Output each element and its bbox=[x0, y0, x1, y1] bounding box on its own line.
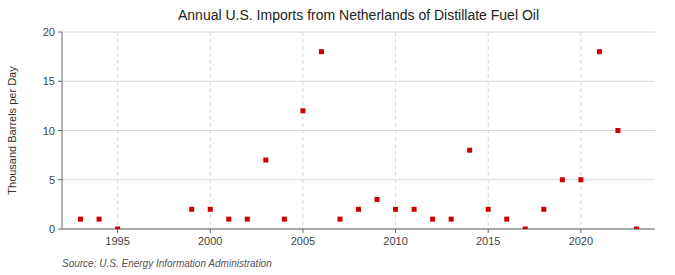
x-tick-label: 2010 bbox=[383, 235, 407, 247]
chart-svg: 1995 2000 2005 2010 2015 2020 0 5 10 15 20 Annual U… bbox=[0, 0, 675, 275]
point bbox=[634, 227, 639, 230]
point bbox=[115, 227, 120, 230]
x-tick bbox=[210, 229, 211, 233]
point bbox=[541, 207, 546, 212]
y-tick bbox=[58, 179, 62, 180]
y-tick bbox=[58, 130, 62, 131]
y-tick bbox=[58, 81, 62, 82]
x-grid-line bbox=[210, 32, 211, 229]
y-grid-line bbox=[62, 229, 655, 230]
y-grid-line bbox=[62, 81, 655, 82]
point bbox=[412, 207, 417, 212]
y-grid-line bbox=[62, 179, 655, 180]
x-tick-label: 2000 bbox=[198, 235, 222, 247]
y-tick-label: 15 bbox=[43, 75, 55, 87]
y-grid-line bbox=[62, 32, 655, 33]
y-tick-label: 5 bbox=[49, 174, 55, 186]
point bbox=[467, 148, 472, 153]
x-tick-label: 2005 bbox=[291, 235, 315, 247]
x-grid-line bbox=[488, 32, 489, 229]
x-grid-line bbox=[302, 32, 303, 229]
x-axis-line bbox=[62, 229, 655, 230]
chart-container: 1995 2000 2005 2010 2015 2020 0 5 10 15 20 Annual U… bbox=[0, 0, 675, 275]
x-tick bbox=[395, 229, 396, 233]
title: Annual U.S. Imports from Netherlands of … bbox=[178, 7, 539, 23]
point bbox=[375, 197, 380, 202]
point bbox=[78, 217, 83, 222]
point bbox=[97, 217, 102, 222]
point bbox=[282, 217, 287, 222]
point bbox=[189, 207, 194, 212]
point bbox=[245, 217, 250, 222]
point bbox=[504, 217, 509, 222]
x-tick-label: 2015 bbox=[476, 235, 500, 247]
point bbox=[226, 217, 231, 222]
y-tick-label: 10 bbox=[43, 125, 55, 137]
point bbox=[449, 217, 454, 222]
ticks: 1995 2000 2005 2010 2015 2020 0 5 10 15 20 bbox=[43, 26, 593, 247]
point bbox=[615, 128, 620, 133]
y-tick bbox=[58, 32, 62, 33]
x-tick bbox=[117, 229, 118, 233]
points bbox=[78, 49, 639, 229]
point bbox=[356, 207, 361, 212]
point bbox=[523, 227, 528, 230]
point bbox=[208, 207, 213, 212]
y-axis-label: Thousand Barrels per Day bbox=[6, 66, 18, 195]
point bbox=[337, 217, 342, 222]
point bbox=[560, 177, 565, 182]
x-tick bbox=[488, 229, 489, 233]
point bbox=[597, 49, 602, 54]
x-grid-line bbox=[117, 32, 118, 229]
point bbox=[319, 49, 324, 54]
x-tick bbox=[580, 229, 581, 233]
point bbox=[263, 158, 268, 163]
x-grid-line bbox=[395, 32, 396, 229]
point bbox=[300, 108, 305, 113]
point bbox=[486, 207, 491, 212]
source-annotation: Source: U.S. Energy Information Administ… bbox=[62, 258, 272, 269]
x-tick-label: 1995 bbox=[105, 235, 129, 247]
y-grid-line bbox=[62, 130, 655, 131]
y-tick bbox=[58, 229, 62, 230]
x-grid-line bbox=[580, 32, 581, 229]
grid bbox=[62, 32, 655, 229]
y-tick-label: 20 bbox=[43, 26, 55, 38]
y-tick-label: 0 bbox=[49, 223, 55, 235]
point bbox=[430, 217, 435, 222]
point bbox=[578, 177, 583, 182]
x-tick bbox=[302, 229, 303, 233]
point bbox=[393, 207, 398, 212]
x-tick-label: 2020 bbox=[569, 235, 593, 247]
